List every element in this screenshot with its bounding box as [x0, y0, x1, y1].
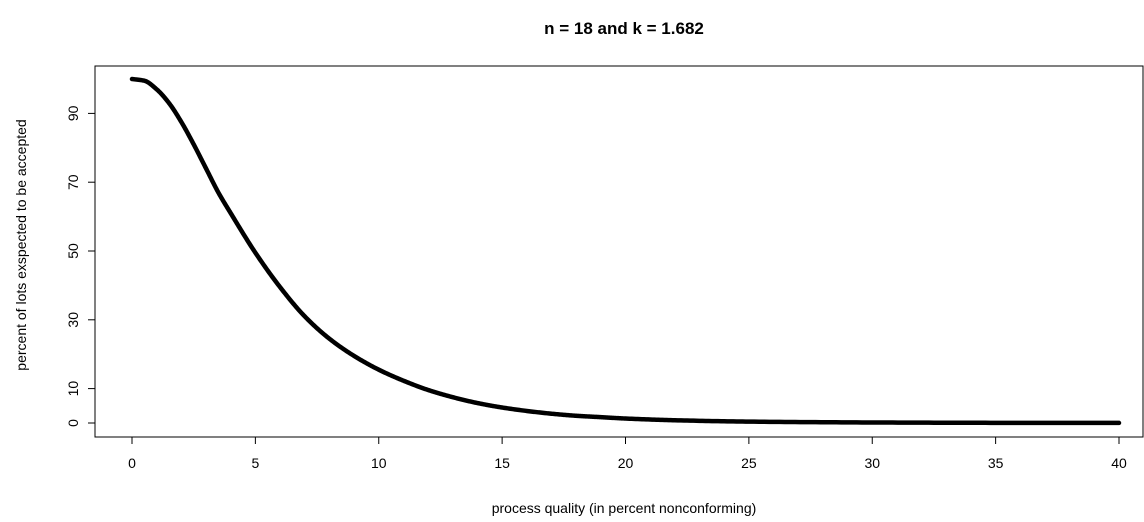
y-tick-label: 30: [65, 312, 81, 328]
x-tick-label: 10: [371, 455, 387, 471]
y-axis-label: percent of lots exspected to be accepted: [13, 119, 29, 370]
x-tick-label: 40: [1111, 455, 1127, 471]
x-axis-label: process quality (in percent nonconformin…: [492, 500, 757, 516]
x-tick-label: 15: [494, 455, 510, 471]
y-tick-label: 90: [65, 105, 81, 121]
x-tick-label: 25: [741, 455, 757, 471]
x-tick-label: 0: [128, 455, 136, 471]
series-line: [129, 76, 1122, 426]
chart-title: n = 18 and k = 1.682: [544, 19, 704, 38]
x-tick-label: 30: [864, 455, 880, 471]
x-tick-label: 20: [618, 455, 634, 471]
x-tick-label: 5: [251, 455, 259, 471]
y-tick-label: 10: [65, 381, 81, 397]
y-axis: 0 10 30 50 70 90: [65, 105, 95, 427]
y-tick-label: 0: [65, 419, 81, 427]
y-tick-label: 50: [65, 243, 81, 259]
x-axis: 0 5 10 15 20 25 30 35 40: [128, 437, 1127, 471]
y-tick-label: 70: [65, 174, 81, 190]
x-tick-label: 35: [988, 455, 1004, 471]
